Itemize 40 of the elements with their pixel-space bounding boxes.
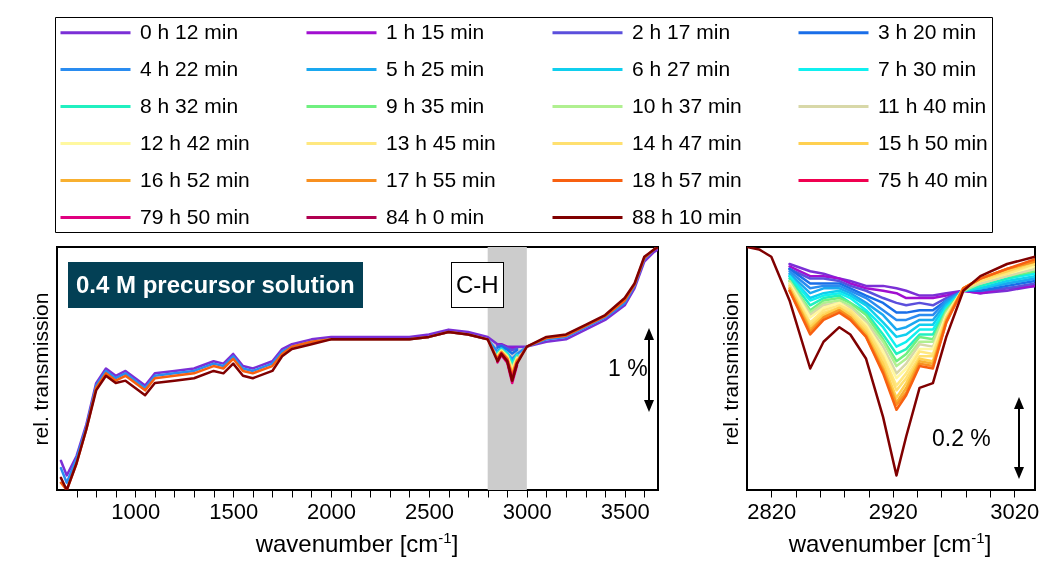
x-tick-label: 2500 [404,498,454,524]
x-tick-label: 3020 [990,498,1040,524]
legend-label: 79 h 50 min [140,204,250,228]
legend-label: 18 h 57 min [632,167,742,191]
legend-label: 3 h 20 min [878,19,977,43]
legend-label: 88 h 10 min [632,204,742,228]
legend-label: 14 h 47 min [632,130,742,154]
legend-label: 8 h 32 min [140,93,239,117]
legend-label: 16 h 52 min [140,167,250,191]
legend-label: 13 h 45 min [386,130,496,154]
legend-label: 1 h 15 min [386,19,485,43]
legend-label: 0 h 12 min [140,19,239,43]
legend-label: 9 h 35 min [386,93,485,117]
legend-label: 12 h 42 min [140,130,250,154]
x-axis-title: wavenumber [cm$^{-1}$] [255,529,459,557]
legend-label: 15 h 50 min [878,130,988,154]
x-tick-label: 3000 [502,498,552,524]
legend-label: 75 h 40 min [878,167,988,191]
x-tick-label: 3500 [600,498,650,524]
x-axis-title: wavenumber [cm$^{-1}$] [788,529,992,557]
x-tick-label: 1000 [111,498,161,524]
x-tick-label: 2000 [307,498,357,524]
legend-label: 4 h 22 min [140,56,239,80]
annotation: 0.4 M precursor solution [68,262,363,308]
x-tick-label: 2820 [747,498,797,524]
legend-label: 6 h 27 min [632,56,731,80]
y-axis-title: rel. transmission [28,292,52,446]
annotation: 0.2 % [932,425,991,451]
annotation: 1 % [608,355,648,381]
legend-label: 17 h 55 min [386,167,496,191]
band-label: C-H [451,262,504,308]
x-tick-label: 2920 [868,498,918,524]
legend-label: 5 h 25 min [386,56,485,80]
legend-label: 10 h 37 min [632,93,742,117]
x-tick-label: 1500 [209,498,259,524]
legend-label: 11 h 40 min [878,93,987,117]
y-axis-title: rel. transmission [718,292,742,446]
legend-label: 2 h 17 min [632,19,731,43]
legend-label: 84 h 0 min [386,204,485,228]
legend-label: 7 h 30 min [878,56,977,80]
